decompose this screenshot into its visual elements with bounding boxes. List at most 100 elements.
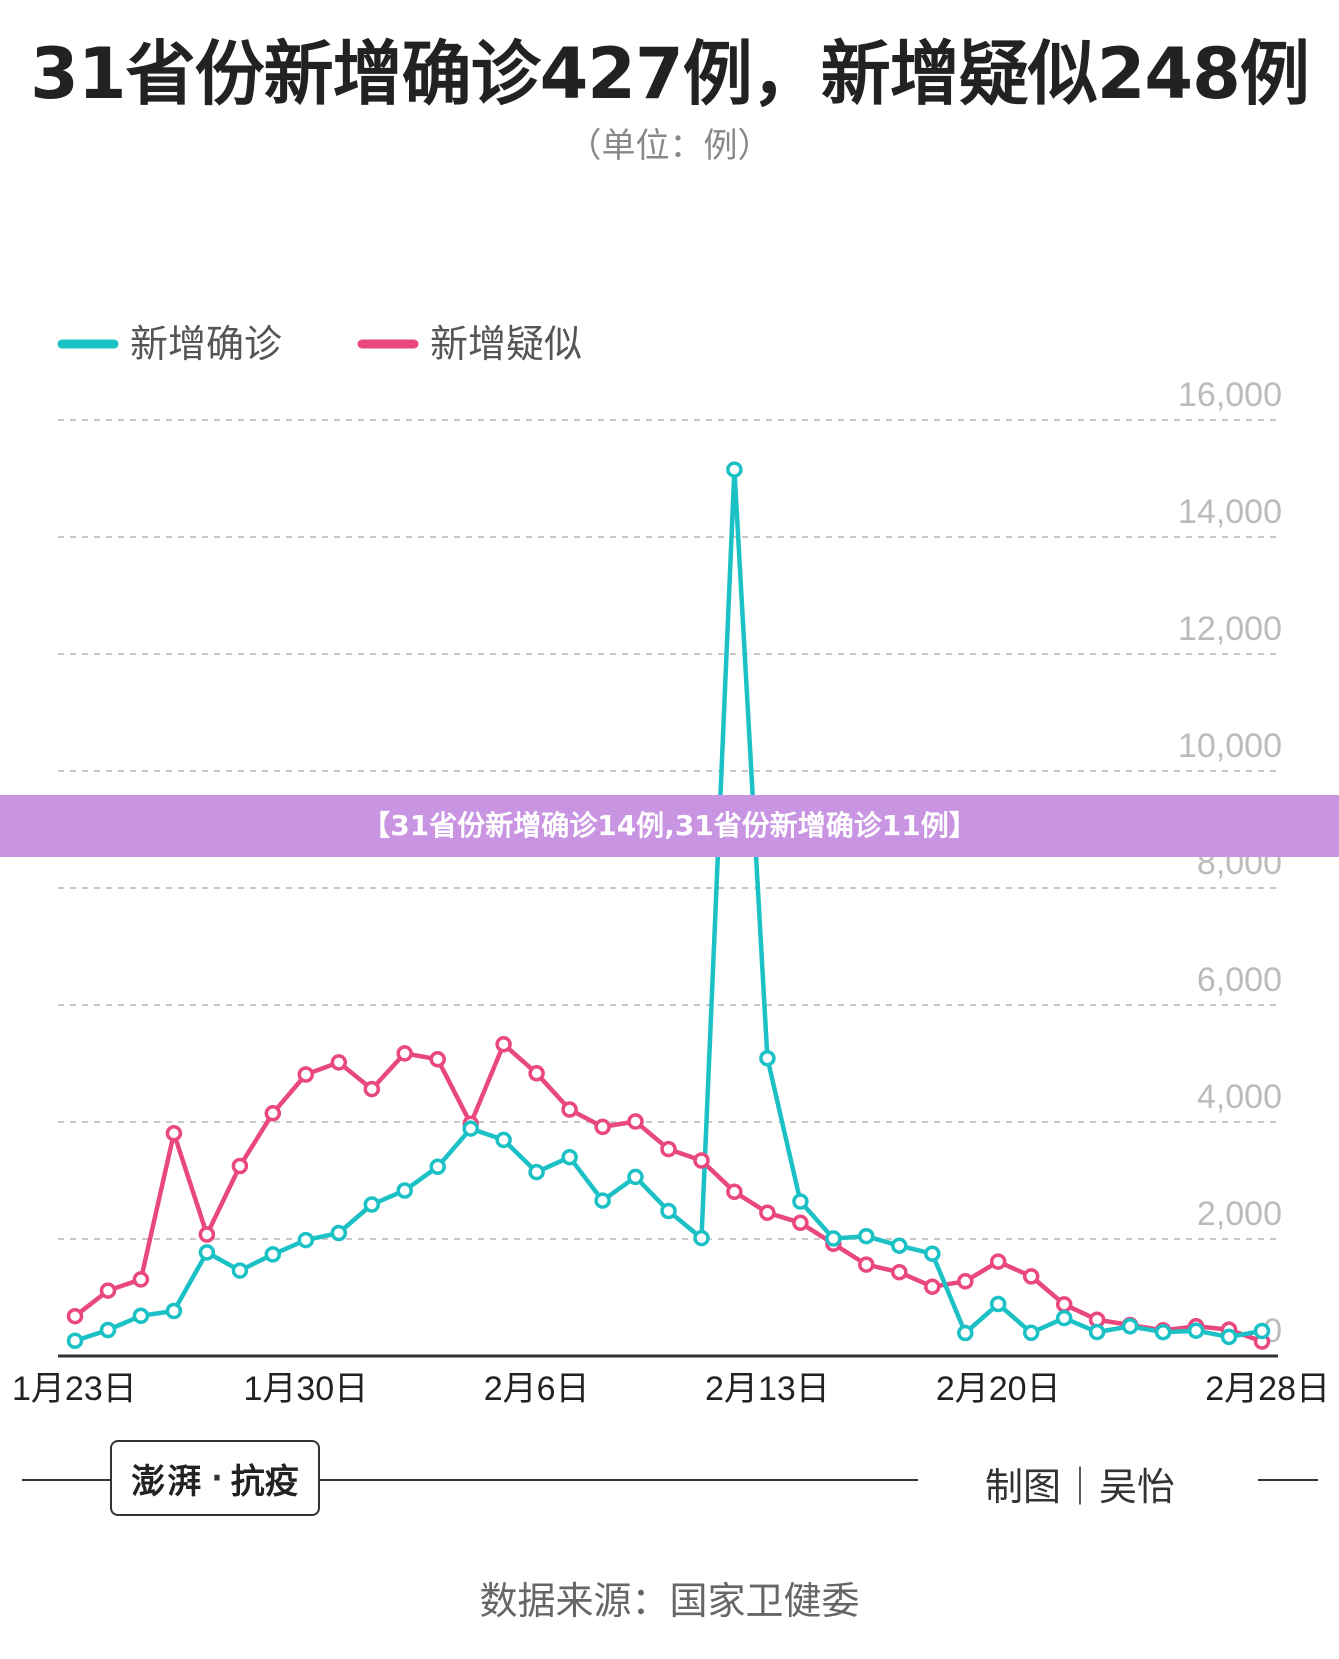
logo-calligraphy: 澎湃 xyxy=(131,1461,204,1502)
data-point xyxy=(264,1105,282,1122)
legend: 新增确诊 新增疑似 xyxy=(57,322,582,366)
y-tick-label: 4,000 xyxy=(1197,1078,1282,1116)
data-point xyxy=(231,1157,249,1175)
x-tick-label: 2月28日 xyxy=(1205,1370,1330,1408)
data-point xyxy=(792,1193,809,1210)
data-point xyxy=(330,1224,348,1242)
banner-text: 【31省份新增确诊14例,31省份新增确诊11例】 xyxy=(362,809,977,842)
data-point xyxy=(957,1324,974,1342)
y-tick-label: 6,000 xyxy=(1197,961,1282,999)
x-tick-label: 2月6日 xyxy=(484,1370,590,1408)
data-point xyxy=(1022,1268,1040,1285)
data-point xyxy=(528,1065,545,1082)
data-point xyxy=(396,1045,413,1062)
legend-label: 新增确诊 xyxy=(130,322,282,366)
data-point xyxy=(1154,1323,1172,1341)
data-point xyxy=(561,1148,578,1166)
y-tick-label: 14,000 xyxy=(1178,493,1282,531)
x-tick-label: 2月20日 xyxy=(936,1370,1061,1408)
data-point xyxy=(1055,1309,1073,1327)
data-source: 数据来源：国家卫健委 xyxy=(479,1579,860,1623)
chart-subtitle: （单位：例） xyxy=(567,126,772,166)
data-point xyxy=(462,1120,479,1137)
series-layer xyxy=(66,461,1271,1350)
data-point xyxy=(1253,1322,1271,1340)
data-point xyxy=(858,1227,875,1245)
data-point xyxy=(726,1183,743,1201)
data-point xyxy=(957,1273,974,1290)
chart-credit: 制图｜吴怡 xyxy=(985,1465,1176,1509)
data-point xyxy=(165,1302,183,1320)
data-point xyxy=(924,1245,941,1262)
data-point xyxy=(989,1253,1007,1270)
x-tick-label: 1月23日 xyxy=(12,1370,137,1408)
chart-title: 31省份新增确诊427例，新增疑似248例 xyxy=(30,33,1310,115)
data-point xyxy=(330,1054,348,1071)
legend-label: 新增疑似 xyxy=(430,322,582,366)
data-point xyxy=(363,1196,381,1213)
data-point xyxy=(858,1256,875,1273)
line-chart: 新增确诊 新增疑似 02,0004,0006,0008,00010,00012,0… xyxy=(12,322,1330,1408)
data-point xyxy=(1121,1318,1139,1335)
logo-separator: · xyxy=(211,1460,223,1496)
data-point xyxy=(792,1214,809,1232)
data-point xyxy=(627,1113,644,1130)
logo-brand: 抗疫 xyxy=(230,1461,299,1502)
data-point xyxy=(1220,1328,1238,1346)
data-point xyxy=(594,1118,611,1136)
data-point xyxy=(132,1307,150,1325)
data-point xyxy=(297,1231,315,1249)
data-point xyxy=(989,1295,1007,1313)
data-point xyxy=(693,1229,710,1247)
y-tick-label: 10,000 xyxy=(1178,727,1282,765)
data-point xyxy=(495,1131,512,1149)
data-point xyxy=(528,1163,545,1181)
footer-divider-middle xyxy=(318,1479,918,1481)
data-point xyxy=(396,1182,413,1199)
data-point xyxy=(495,1036,512,1053)
data-point xyxy=(660,1202,677,1220)
data-point xyxy=(1055,1296,1073,1313)
data-point xyxy=(759,1204,776,1221)
x-tick-label: 1月30日 xyxy=(243,1370,368,1408)
data-point xyxy=(924,1278,941,1295)
data-point xyxy=(297,1066,315,1083)
data-point xyxy=(66,1307,84,1325)
data-point xyxy=(165,1125,183,1142)
series-line xyxy=(73,1042,1263,1344)
data-point xyxy=(693,1152,710,1169)
y-axis: 02,0004,0006,0008,00010,00012,00014,0001… xyxy=(1178,376,1282,1350)
data-point xyxy=(561,1101,578,1118)
data-point xyxy=(1088,1323,1106,1341)
data-point xyxy=(825,1230,842,1247)
data-point xyxy=(363,1080,381,1098)
y-tick-label: 16,000 xyxy=(1178,376,1282,414)
y-tick-label: 12,000 xyxy=(1178,610,1282,648)
data-point xyxy=(429,1158,446,1176)
data-point xyxy=(264,1246,282,1263)
data-point xyxy=(198,1244,216,1261)
data-point xyxy=(1187,1322,1205,1339)
y-tick-label: 2,000 xyxy=(1197,1195,1282,1233)
headline-banner: 【31省份新增确诊14例,31省份新增确诊11例】 xyxy=(0,795,1339,857)
data-point xyxy=(891,1263,908,1281)
data-point xyxy=(891,1237,908,1254)
data-point xyxy=(726,461,743,478)
data-point xyxy=(66,1332,84,1350)
data-point xyxy=(198,1226,216,1243)
data-point xyxy=(660,1140,677,1158)
data-point xyxy=(627,1168,644,1186)
footer-divider-left xyxy=(22,1479,110,1481)
footer-divider-right xyxy=(1258,1479,1318,1481)
data-point xyxy=(759,1049,776,1067)
data-point xyxy=(99,1282,117,1299)
data-point xyxy=(132,1271,150,1288)
x-axis: 1月23日 1月30日 2月6日 2月13日 2月20日 2月28日 xyxy=(12,1354,1330,1408)
data-point xyxy=(231,1262,249,1279)
data-point xyxy=(99,1321,117,1339)
data-point xyxy=(1022,1324,1040,1342)
publisher-logo: 澎湃 · 抗疫 xyxy=(110,1440,320,1516)
x-tick-label: 2月13日 xyxy=(705,1370,830,1408)
data-point xyxy=(594,1192,611,1209)
data-point xyxy=(429,1051,446,1068)
